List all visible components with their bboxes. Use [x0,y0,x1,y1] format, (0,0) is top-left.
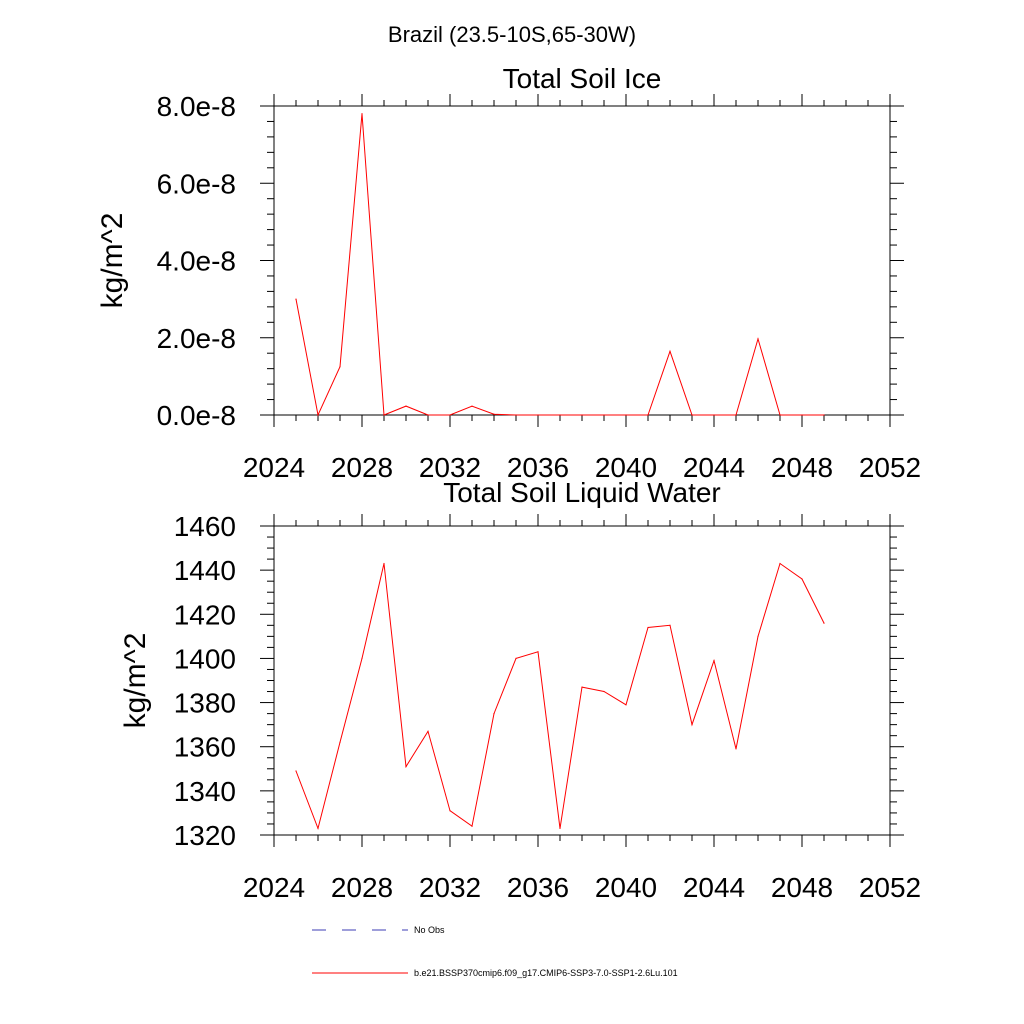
y-tick-label: 1400 [174,643,236,674]
x-tick-label: 2028 [331,452,393,483]
data-point [713,660,715,662]
data-point [405,766,407,768]
axis-ticks [260,94,904,427]
data-point [735,748,737,750]
data-point [823,622,825,624]
data-point [625,414,627,416]
data-point [383,414,385,416]
y-tick-label: 1320 [174,820,236,851]
data-point [427,414,429,416]
data-point [339,741,341,743]
legend-label-model-run: b.e21.BSSP370cmip6.f09_g17.CMIP6-SSP3-7.… [414,968,678,978]
y-tick-label: 2.0e-8 [157,323,236,354]
x-tick-label: 2044 [683,872,745,903]
data-point [735,414,737,416]
x-tick-label: 2036 [507,452,569,483]
data-point [515,657,517,660]
data-point [801,578,803,580]
data-point [779,414,781,416]
data-point [383,562,385,565]
legend-label-no-obs: No Obs [414,925,445,935]
y-axis-label: kg/m^2 [119,633,152,729]
data-point [647,626,649,629]
data-point [779,562,781,565]
panel-soil-ice: Total Soil Ice kg/m^2 2024 2028 2032 2036 2040… [96,63,921,483]
data-point [713,414,715,416]
data-point [339,366,341,368]
plot-frame [273,105,891,416]
x-tick-label: 2052 [859,872,921,903]
y-tick-label: 1380 [174,688,236,719]
x-tick-label: 2052 [859,452,921,483]
data-point [449,414,451,416]
data-point [537,651,539,653]
x-tick-label: 2032 [419,872,481,903]
x-tick-label: 2040 [595,872,657,903]
x-tick-label: 2024 [243,452,305,483]
series-points-0 [295,113,825,416]
data-point [757,338,759,340]
x-tick-label: 2024 [243,872,305,903]
data-point [405,405,407,407]
x-tick-label: 2036 [507,872,569,903]
data-point [625,704,627,706]
x-tick-label: 2032 [419,452,481,483]
data-point [471,825,473,827]
y-tick-label: 0.0e-8 [157,400,236,431]
data-point [317,827,319,830]
data-point [449,810,451,812]
y-tick-label: 1340 [174,776,236,807]
data-point [801,414,803,416]
y-axis-label: kg/m^2 [96,213,129,309]
y-tick-label: 4.0e-8 [157,246,236,277]
x-tick-label: 2048 [771,872,833,903]
data-point [603,414,605,416]
data-point [361,113,363,115]
y-tick-label: 1420 [174,599,236,630]
data-point [559,414,561,416]
series-line-0 [295,562,825,831]
data-point [669,350,671,352]
panel-title: Total Soil Ice [503,63,662,94]
y-tick-label: 1360 [174,732,236,763]
data-point [493,713,495,715]
plot-frame [273,525,891,836]
y-tick-label: 1460 [174,511,236,542]
data-point [603,690,605,693]
data-point [295,770,297,772]
data-point [647,414,649,416]
data-point [471,405,473,407]
x-tick-label: 2040 [595,452,657,483]
axis-ticks [260,514,904,847]
figure-suptitle: Brazil (23.5-10S,65-30W) [388,22,636,47]
legend: No Obs b.e21.BSSP370cmip6.f09_g17.CMIP6-… [312,925,678,978]
data-point [581,414,583,416]
data-point [427,730,429,732]
x-tick-label: 2048 [771,452,833,483]
data-point [361,657,363,660]
x-tick-label: 2028 [331,872,393,903]
y-tick-label: 8.0e-8 [157,91,236,122]
data-point [537,414,539,416]
panel-soil-liquid-water: Total Soil Liquid Water kg/m^2 2024 2028 203… [119,477,921,903]
data-point [669,624,671,626]
data-point [823,414,825,416]
data-point [581,686,583,688]
data-point [493,413,495,415]
data-point [559,827,561,830]
data-point [691,724,693,726]
data-point [295,298,297,300]
data-point [757,635,759,638]
series-line-0 [295,113,824,417]
panel-title: Total Soil Liquid Water [443,477,721,508]
data-point [515,414,517,416]
data-point [317,414,319,416]
y-tick-label: 6.0e-8 [157,168,236,199]
x-tick-label: 2044 [683,452,745,483]
series-points-0 [295,562,825,830]
data-point [691,414,693,416]
y-tick-label: 1440 [174,555,236,586]
